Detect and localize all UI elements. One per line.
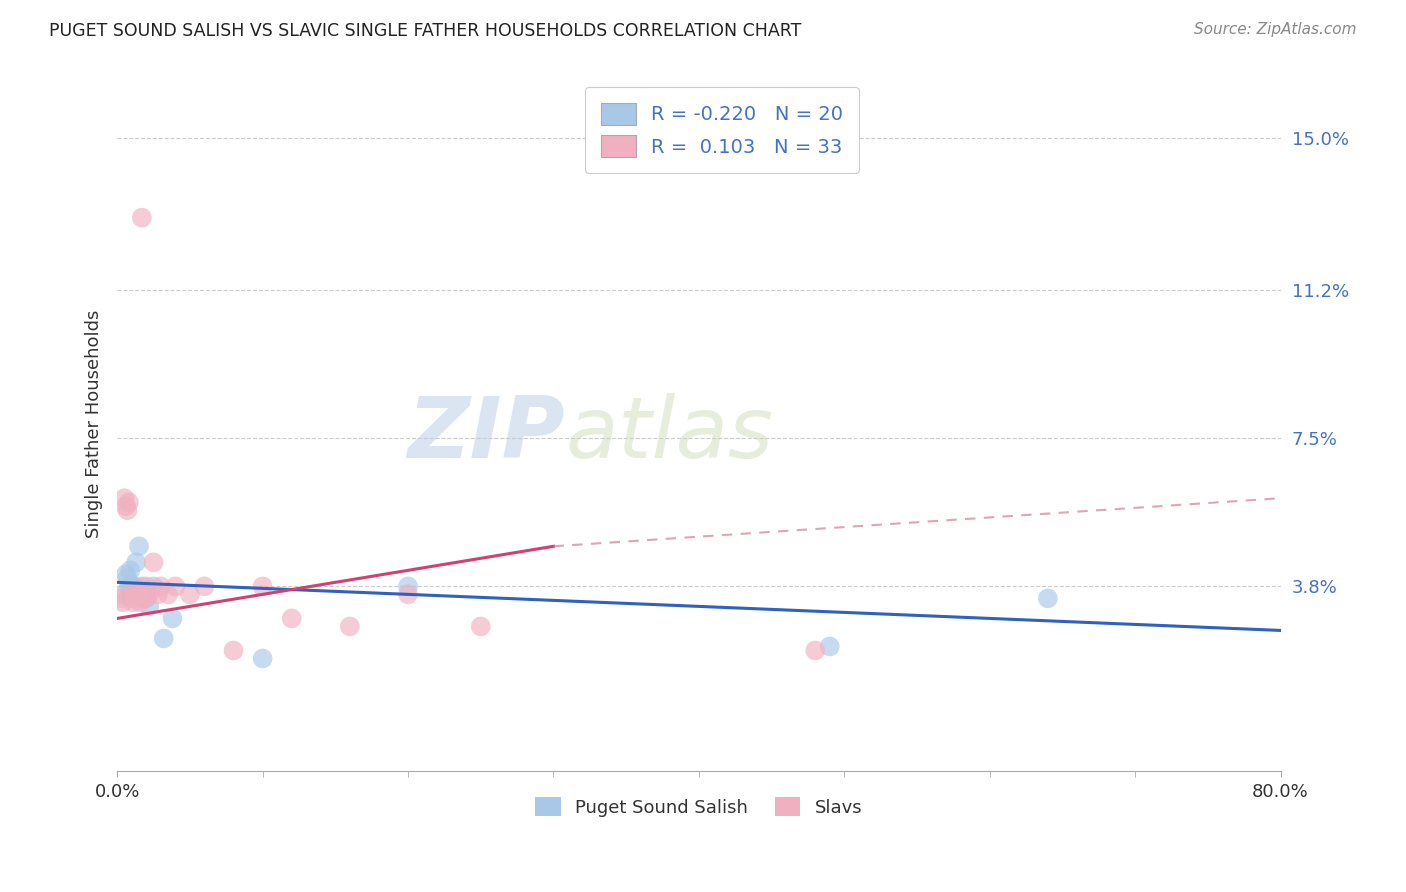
Text: PUGET SOUND SALISH VS SLAVIC SINGLE FATHER HOUSEHOLDS CORRELATION CHART: PUGET SOUND SALISH VS SLAVIC SINGLE FATH… [49, 22, 801, 40]
Point [142, 579, 165, 593]
Point [193, 579, 215, 593]
Point [131, 579, 153, 593]
Point [162, 611, 184, 625]
Point [125, 587, 148, 601]
Point [157, 587, 180, 601]
Text: Source: ZipAtlas.com: Source: ZipAtlas.com [1194, 22, 1357, 37]
Point [134, 591, 156, 606]
Text: ZIP: ZIP [408, 393, 565, 476]
Point [138, 599, 160, 614]
Point [339, 619, 361, 633]
Point [110, 591, 132, 606]
Point [804, 643, 827, 657]
Legend: Puget Sound Salish, Slavs: Puget Sound Salish, Slavs [529, 790, 870, 824]
Point [135, 591, 157, 606]
Point [114, 491, 136, 506]
Text: atlas: atlas [565, 393, 773, 476]
Point [121, 591, 143, 606]
Point [122, 595, 145, 609]
Point [138, 587, 160, 601]
Point [179, 587, 201, 601]
Point [165, 579, 187, 593]
Point [125, 555, 148, 569]
Point [818, 640, 841, 654]
Point [396, 587, 419, 601]
Point [111, 595, 134, 609]
Point [111, 587, 134, 601]
Point [222, 643, 245, 657]
Point [252, 651, 274, 665]
Point [128, 587, 150, 601]
Point [152, 632, 174, 646]
Point [115, 500, 138, 514]
Point [396, 579, 419, 593]
Point [132, 587, 155, 601]
Point [280, 611, 302, 625]
Point [252, 579, 274, 593]
Point [122, 587, 145, 601]
Point [117, 571, 139, 585]
Point [121, 579, 143, 593]
Point [128, 539, 150, 553]
Point [146, 587, 169, 601]
Point [120, 587, 142, 601]
Point [127, 591, 149, 606]
Point [117, 503, 139, 517]
Point [142, 555, 165, 569]
Point [135, 579, 157, 593]
Point [120, 563, 142, 577]
Point [118, 579, 141, 593]
Point [131, 211, 153, 225]
Point [124, 579, 146, 593]
Point [470, 619, 492, 633]
Point [129, 595, 152, 609]
Y-axis label: Single Father Households: Single Father Households [86, 310, 103, 538]
Point [1036, 591, 1059, 606]
Point [115, 567, 138, 582]
Point [118, 495, 141, 509]
Point [149, 579, 172, 593]
Point [124, 587, 146, 601]
